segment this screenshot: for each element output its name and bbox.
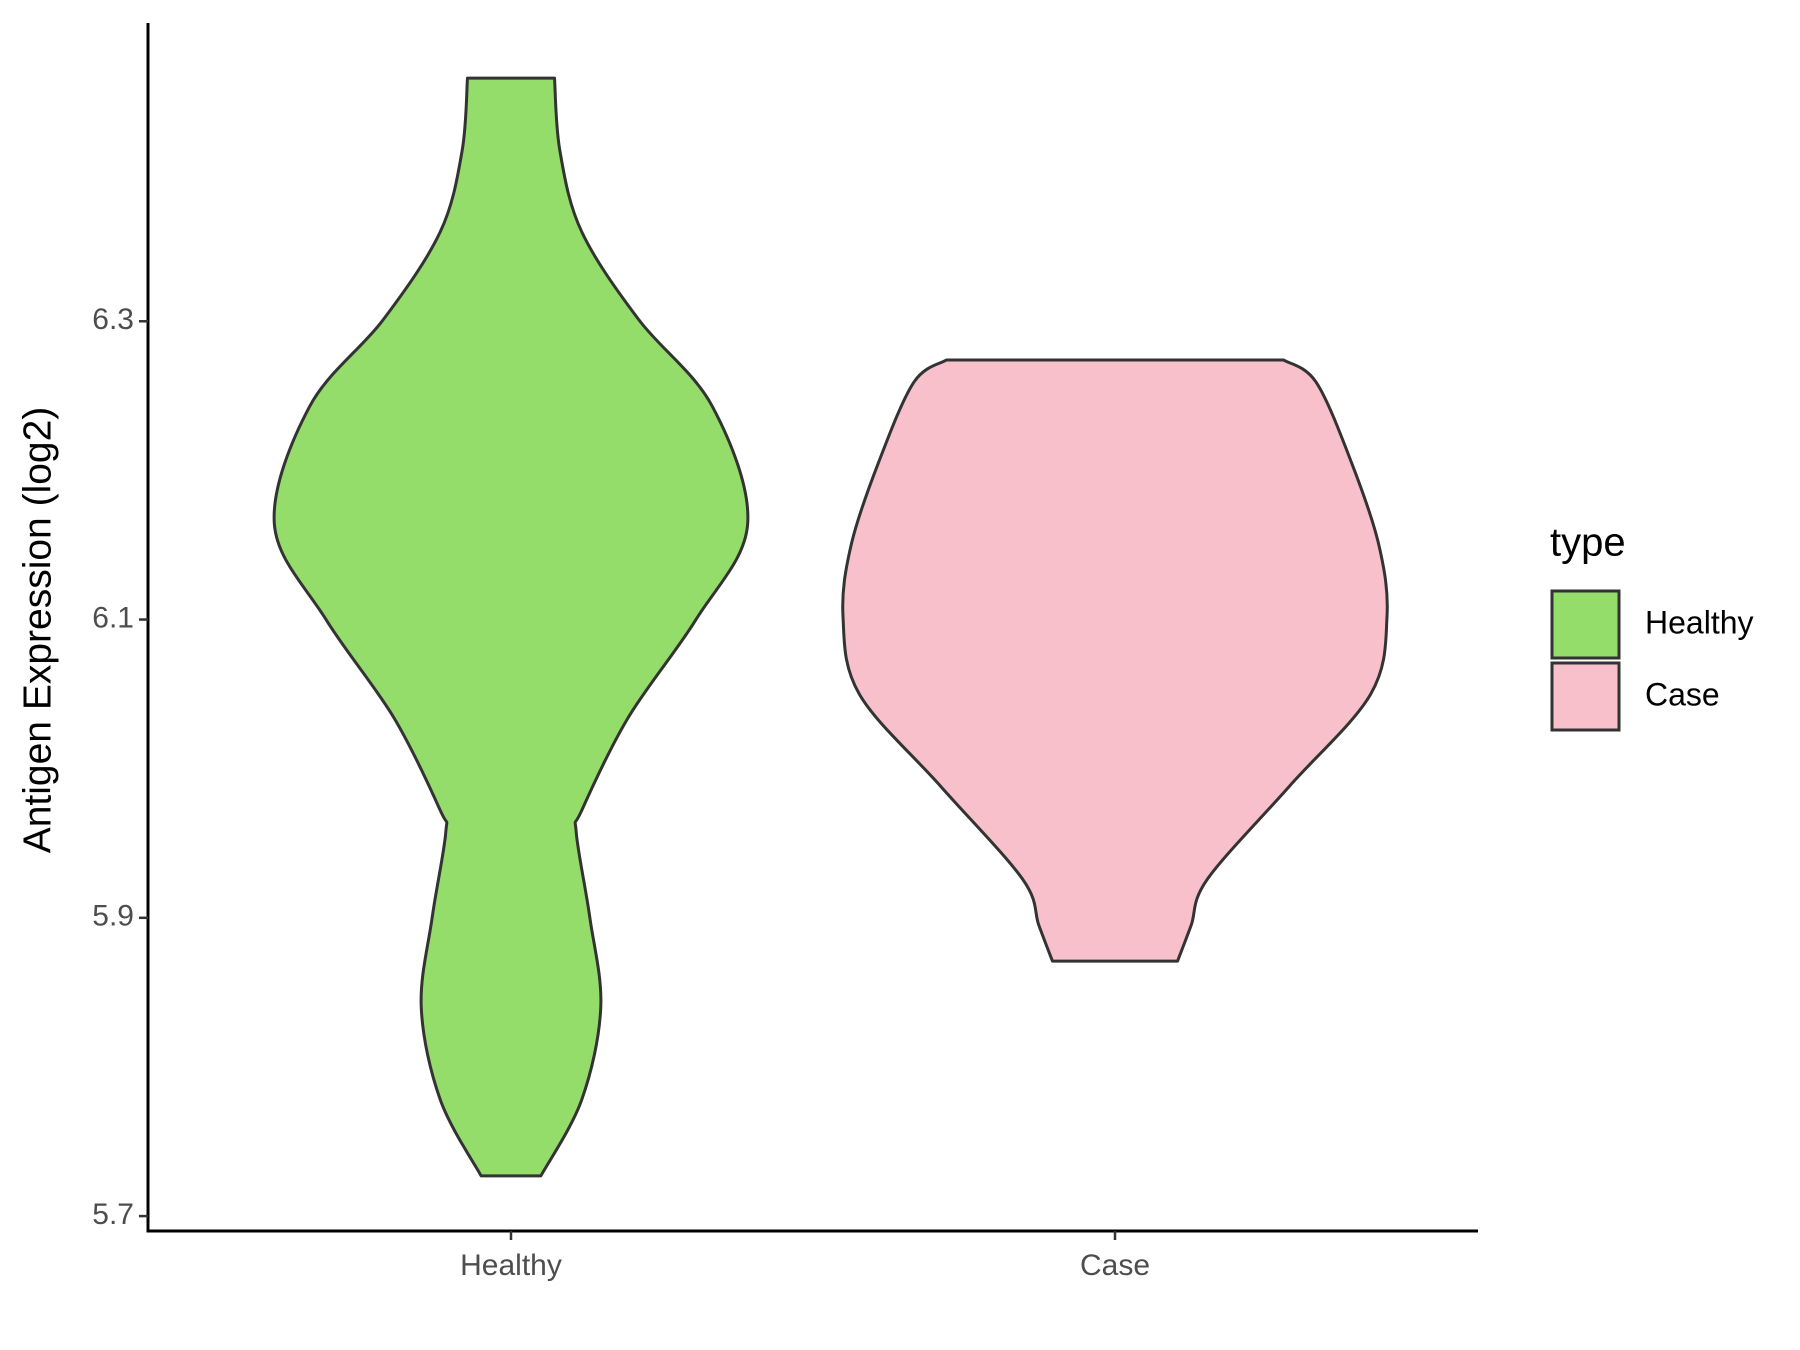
legend-key: [1550, 589, 1621, 660]
y-tick-label: 6.1: [92, 601, 134, 634]
y-tick-label: 6.3: [92, 303, 134, 336]
y-axis-title: Antigen Expression (log2): [16, 407, 59, 854]
y-tick-label: 5.7: [92, 1198, 134, 1231]
legend-label: Healthy: [1645, 604, 1754, 640]
legend-key: [1550, 661, 1621, 732]
legend-title: type: [1550, 521, 1626, 565]
violin: [272, 76, 750, 1178]
y-tick-label: 5.9: [92, 900, 134, 933]
x-tick-label: Healthy: [460, 1249, 562, 1282]
legend-label: Case: [1645, 676, 1720, 712]
violin: [841, 358, 1389, 963]
x-tick-label: Case: [1080, 1249, 1150, 1282]
